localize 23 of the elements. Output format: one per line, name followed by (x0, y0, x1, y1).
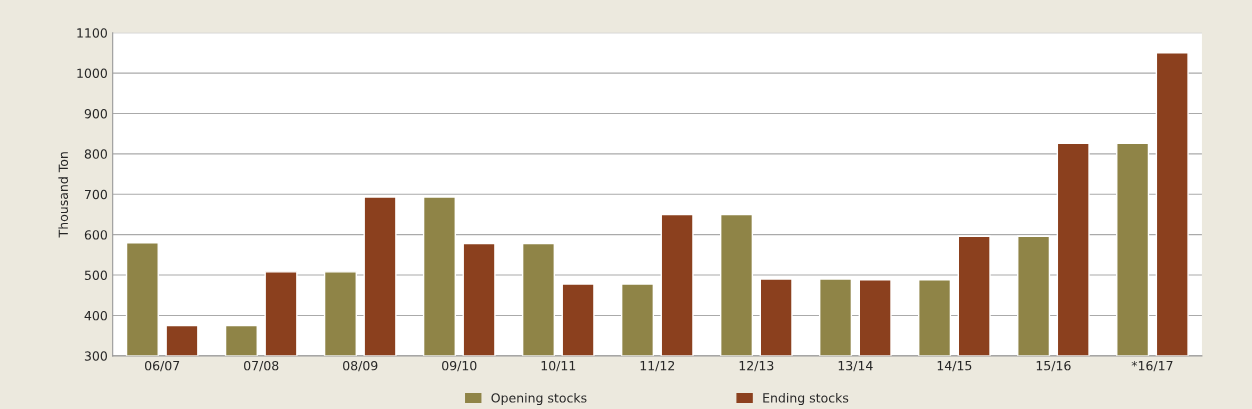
x-tick-label: 07/08 (244, 360, 279, 372)
legend-label: Opening stocks (491, 392, 587, 406)
x-tick-label: 09/10 (442, 360, 477, 372)
x-tick-label: 10/11 (541, 360, 576, 372)
y-tick-label: 700 (84, 189, 107, 200)
legend-label: Ending stocks (763, 392, 849, 406)
x-tick-label: 15/16 (1036, 360, 1071, 372)
y-axis-title: Thousand Ton (58, 152, 69, 238)
x-tick-label: 11/12 (640, 360, 675, 372)
x-tick-label: 13/14 (838, 360, 873, 372)
y-tick-label: 300 (84, 351, 107, 361)
x-tick-label: 14/15 (937, 361, 972, 372)
x-tick-label: *16/17 (1131, 360, 1173, 372)
y-tick-label: 800 (84, 149, 107, 159)
x-tick-label: 12/13 (739, 360, 774, 372)
y-tick-label: 900 (84, 108, 107, 119)
x-tick-label: 08/09 (343, 360, 378, 372)
y-tick-label: 1000 (77, 68, 107, 79)
y-tick-label: 600 (84, 230, 107, 240)
y-tick-label: 500 (84, 270, 107, 280)
x-tick-label: 06/07 (145, 360, 180, 372)
y-tick-label: 1100 (77, 28, 107, 38)
y-tick-label: 400 (84, 310, 107, 321)
